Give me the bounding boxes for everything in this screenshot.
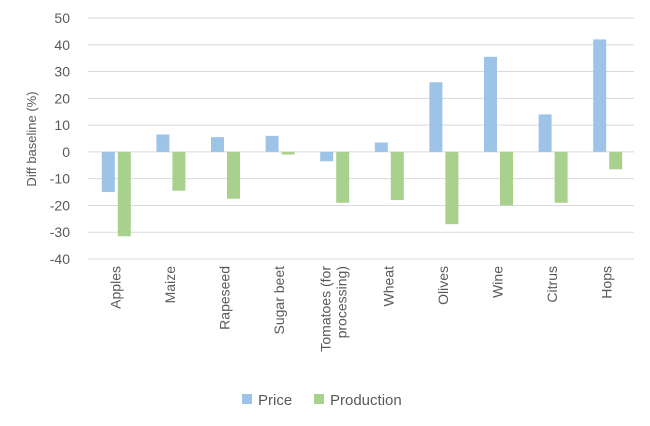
bar-price-6 xyxy=(429,82,443,152)
bar-production-9 xyxy=(609,151,623,170)
bar-production-5 xyxy=(390,151,404,201)
legend-label-production: Production xyxy=(330,392,402,409)
bar-price-8 xyxy=(538,114,552,152)
y-tick-label: -10 xyxy=(50,171,70,187)
x-axis-categories: Apples Maize Rapeseed Sugar beet Tomatoes (f… xyxy=(107,266,614,352)
y-tick-label: 50 xyxy=(54,10,70,26)
bar-production-8 xyxy=(554,151,568,203)
bar-production-4 xyxy=(336,151,350,203)
legend-swatch-price xyxy=(242,394,252,404)
bar-price-4 xyxy=(320,151,334,162)
bars xyxy=(101,39,623,237)
bar-production-3 xyxy=(281,151,295,155)
bar-price-5 xyxy=(374,142,388,152)
x-category-label: Rapeseed xyxy=(217,266,233,330)
y-tick-label: -30 xyxy=(50,224,70,240)
x-category-label: processing) xyxy=(334,266,350,338)
y-tick-label: 30 xyxy=(54,64,70,80)
y-tick-label: 0 xyxy=(62,144,70,160)
bar-price-3 xyxy=(265,135,279,152)
bar-production-6 xyxy=(445,151,459,225)
legend-swatch-production xyxy=(314,394,324,404)
bar-price-2 xyxy=(211,137,224,152)
y-axis-ticks: 50 40 30 20 10 0 -10 -20 -30 -40 xyxy=(50,10,70,267)
x-category-label: Sugar beet xyxy=(271,266,287,335)
legend: Price Production xyxy=(242,392,402,409)
legend-label-price: Price xyxy=(258,392,292,409)
bar-production-2 xyxy=(227,151,240,199)
x-category-label: Apples xyxy=(107,266,123,309)
gridlines xyxy=(88,17,634,260)
x-category-label: Maize xyxy=(162,266,178,304)
x-category-label: Hops xyxy=(599,266,615,299)
y-tick-label: 40 xyxy=(54,37,70,53)
bar-production-7 xyxy=(500,151,513,206)
bar-price-9 xyxy=(593,39,607,152)
x-category-label: Citrus xyxy=(544,266,560,303)
x-category-label: Tomatoes (for xyxy=(318,266,334,352)
y-tick-label: 10 xyxy=(54,117,70,133)
x-category-label: Wheat xyxy=(380,266,396,307)
x-category-label: Wine xyxy=(490,266,506,298)
bar-price-0 xyxy=(101,151,115,193)
bar-price-7 xyxy=(484,56,497,152)
bar-price-1 xyxy=(156,134,170,152)
y-axis-label: Diff baseline (%) xyxy=(24,91,39,186)
y-tick-label: -20 xyxy=(50,197,70,213)
y-tick-label: 20 xyxy=(54,90,70,106)
bar-production-1 xyxy=(172,151,186,191)
x-category-label: Olives xyxy=(435,266,451,305)
y-tick-label: -40 xyxy=(50,251,70,267)
bar-production-0 xyxy=(117,151,131,237)
